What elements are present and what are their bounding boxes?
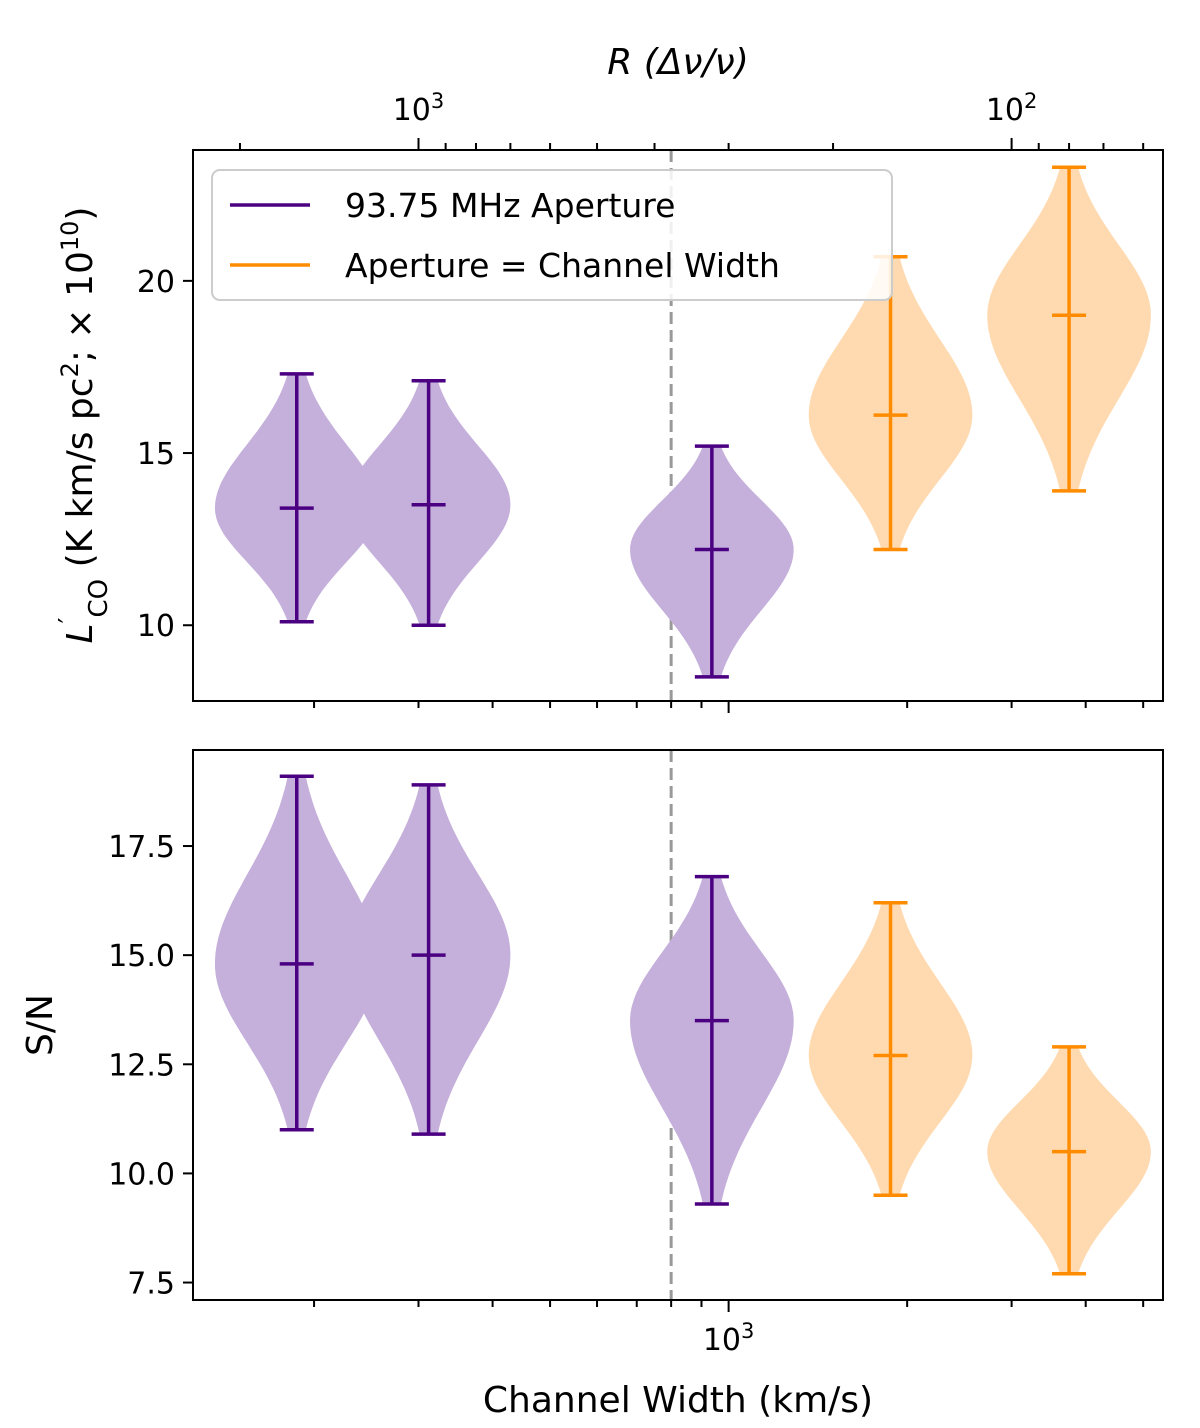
- bottom-xtick-label-base: 10: [703, 1323, 741, 1358]
- ylabel-main: L: [60, 623, 101, 643]
- bottom-xtick-label: 103: [703, 1319, 755, 1358]
- ylabel-sub: CO: [84, 579, 114, 618]
- top-axis-label: R (Δν/ν): [607, 42, 749, 83]
- bottom-ytick-label: 12.5: [108, 1048, 175, 1083]
- ylabel-units: (K km/s pc: [60, 377, 101, 578]
- ylabel-mult: ; × 10: [60, 251, 101, 362]
- x-axis-label: Channel Width (km/s): [483, 1380, 873, 1421]
- legend-frame: [211, 169, 893, 301]
- bottom-plot-layer: 7.5 10.0 12.5 15.0 17.5 103: [108, 750, 1151, 1358]
- legend: 93.75 MHz Aperture Aperture = Channel Wid…: [211, 169, 893, 301]
- top-y-axis-label: L′CO (K km/s pc2; × 1010): [54, 207, 114, 644]
- bottom-ytick-label: 10.0: [108, 1157, 175, 1192]
- bottom-ytick-label: 15.0: [108, 939, 175, 974]
- top-rtick-label: 103: [393, 89, 445, 128]
- top-rtick-label-exp: 3: [431, 89, 444, 113]
- top-ytick-label: 15: [137, 437, 175, 472]
- bottom-y-axis-label: S/N: [20, 994, 61, 1056]
- top-rtick-label-exp: 2: [1024, 89, 1037, 113]
- legend-label: Aperture = Channel Width: [345, 246, 780, 285]
- bottom-ytick-label: 17.5: [108, 830, 175, 865]
- top-rtick-label: 102: [986, 89, 1038, 128]
- ylabel-mult-sup: 10: [56, 221, 84, 252]
- ylabel-close: ): [60, 207, 101, 221]
- top-rtick-label-base: 10: [986, 93, 1024, 128]
- top-rtick-label-base: 10: [393, 93, 431, 128]
- bottom-ytick-label: 7.5: [127, 1267, 175, 1302]
- top-ytick-label: 20: [137, 265, 175, 300]
- bottom-panel: 7.5 10.0 12.5 15.0 17.5 103 S/N Channel Width…: [20, 749, 1164, 1421]
- bottom-xtick-label-exp: 3: [741, 1319, 754, 1343]
- bottom-axes-frame: [192, 749, 1164, 1301]
- ylabel-prime: ′: [54, 617, 84, 623]
- legend-label: 93.75 MHz Aperture: [345, 186, 675, 225]
- ylabel-units-sup: 2: [56, 362, 84, 377]
- top-ytick-label: 10: [137, 609, 175, 644]
- top-axes-frame: [192, 149, 1164, 702]
